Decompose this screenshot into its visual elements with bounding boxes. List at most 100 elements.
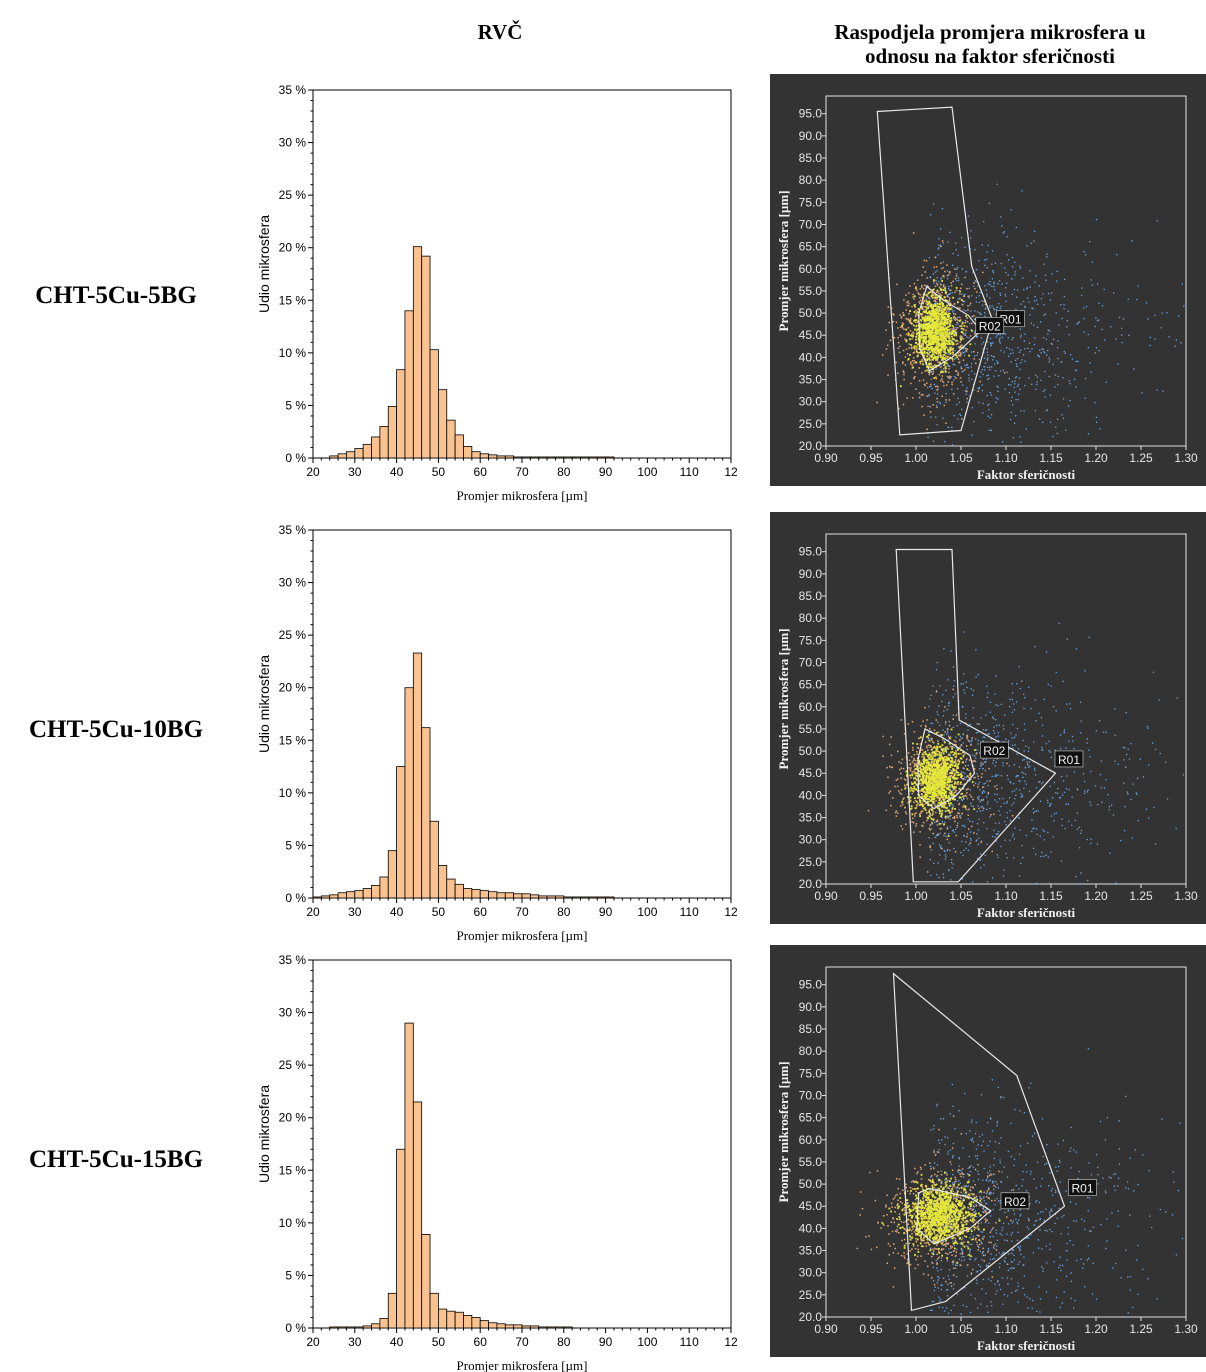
scatter-point [986,394,988,397]
scatter-point [1057,357,1059,360]
scatter-point [986,293,988,295]
scatter-point [971,315,974,318]
scatter-point [959,815,962,817]
scatter-point [963,347,966,349]
scatter-point [957,354,960,357]
scatter-point [944,292,947,295]
scatter-point [940,316,942,319]
scatter-point [971,434,973,436]
scatter-point [942,317,944,319]
scatter-point [940,751,943,754]
scatter-point [932,781,934,783]
scatter-point [938,326,941,328]
scatter-point [1043,314,1045,316]
scatter-point [961,812,963,815]
scatter-point [948,816,950,818]
scatter-point [1005,287,1007,289]
scatter-point [908,766,910,769]
scatter-point [945,689,947,692]
x-tick-label: 80 [557,905,571,919]
scatter-point [1013,764,1015,766]
scatter-point [1029,765,1031,767]
scatter-point [983,369,986,371]
scatter-point [922,363,924,366]
scatter-point [927,436,929,438]
scatter-point [941,280,943,282]
scatter-point [945,399,947,401]
scatter-point [919,293,922,296]
scatter-point [913,348,916,350]
histogram-bar [346,1326,356,1329]
scatter-point [938,238,940,240]
scatter-point [1035,720,1037,722]
scatter-point [1113,292,1115,294]
scatter-point [962,742,964,744]
scatter-point [959,781,962,784]
scatter-point [1176,697,1178,699]
scatter-point [944,366,947,369]
histogram-bar [396,766,406,899]
scatter-point [1063,278,1066,281]
scatter-point [948,323,951,326]
scatter-point [952,793,955,795]
histogram-bar [421,727,431,899]
scatter-point [1009,810,1011,812]
scatter-point [1124,766,1127,768]
scatter-point [935,302,937,304]
scatter-point [977,390,979,393]
histogram-chart-2: 0 %5 %10 %15 %20 %25 %30 %35 %20 30 40 50 60… [256,523,738,943]
scatter-point [936,790,938,793]
scatter-point [1097,803,1099,806]
scatter-point [911,761,914,763]
scatter-point [994,693,996,695]
scatter-point [944,352,947,355]
scatter-point [909,362,912,365]
scatter-point [935,357,938,360]
scatter-point [1154,314,1156,317]
scatter-point [914,812,916,815]
x-tick-label: 90 [599,905,613,919]
scatter-point [900,317,903,319]
scatter-point [1029,270,1031,272]
scatter-point [969,780,971,782]
scatter-point [934,311,937,313]
scatter-point [1052,338,1055,341]
scatter-point [947,318,950,321]
scatter-point [934,755,937,758]
y-tick-label: 95.0 [799,107,823,121]
scatter-point [975,362,977,365]
scatter-point [1159,752,1161,755]
y-tick-label: 20.0 [799,439,823,453]
scatter-point [947,348,949,350]
scatter-point [922,346,925,349]
scatter-point [943,710,945,712]
scatter-point [934,294,937,297]
scatter-point [958,361,961,363]
scatter-point [966,835,968,838]
scatter-point [945,340,948,342]
scatter-point [928,762,931,765]
scatter-point [931,814,934,816]
scatter-point [951,867,953,869]
scatter-point [966,792,968,794]
scatter-point [939,805,941,807]
scatter-point [1001,441,1004,443]
scatter-point [935,805,937,808]
scatter-point [956,374,959,376]
scatter-point [942,359,945,362]
scatter-point [1056,270,1058,273]
scatter-point [962,797,965,799]
scatter-point [930,337,933,339]
scatter-point [964,776,966,778]
scatter-point [937,750,940,753]
scatter-point [1021,795,1024,798]
scatter-point [934,330,937,332]
scatter-point [923,306,926,308]
scatter-point [1005,300,1007,302]
scatter-point [1049,785,1051,788]
scatter-point [922,759,925,762]
scatter-point [926,293,929,296]
scatter-point [931,783,934,786]
scatter-point [1020,336,1022,338]
scatter-point [992,730,995,732]
